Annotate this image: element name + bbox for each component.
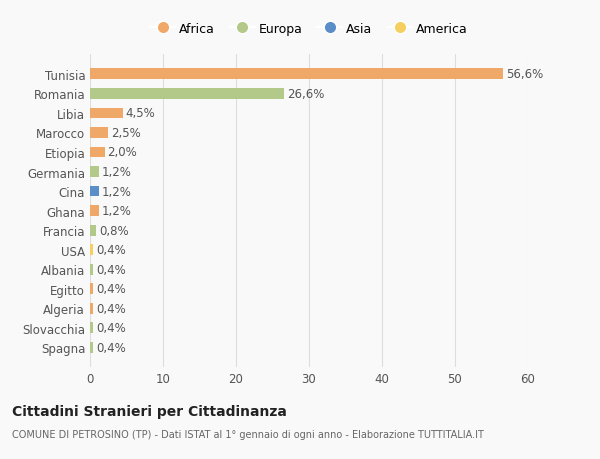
Text: 1,2%: 1,2% <box>101 205 131 218</box>
Text: 0,4%: 0,4% <box>96 263 125 276</box>
Bar <box>90 128 108 139</box>
Text: 0,4%: 0,4% <box>96 244 125 257</box>
Bar <box>90 186 99 197</box>
Text: 0,4%: 0,4% <box>96 322 125 335</box>
Bar <box>90 167 99 178</box>
Text: 1,2%: 1,2% <box>101 166 131 179</box>
Legend: Africa, Europa, Asia, America: Africa, Europa, Asia, America <box>145 17 473 40</box>
Bar <box>90 108 123 119</box>
Text: 2,5%: 2,5% <box>111 127 141 140</box>
Text: Cittadini Stranieri per Cittadinanza: Cittadini Stranieri per Cittadinanza <box>12 404 287 418</box>
Bar <box>90 147 104 158</box>
Text: 0,4%: 0,4% <box>96 302 125 315</box>
Text: 1,2%: 1,2% <box>101 185 131 198</box>
Text: 2,0%: 2,0% <box>107 146 137 159</box>
Bar <box>90 323 93 334</box>
Text: 4,5%: 4,5% <box>126 107 155 120</box>
Bar <box>90 225 96 236</box>
Bar <box>90 245 93 256</box>
Bar <box>90 69 503 80</box>
Text: 0,4%: 0,4% <box>96 283 125 296</box>
Text: 56,6%: 56,6% <box>506 68 544 81</box>
Text: 0,8%: 0,8% <box>99 224 128 237</box>
Bar <box>90 264 93 275</box>
Text: 26,6%: 26,6% <box>287 88 325 101</box>
Bar <box>90 303 93 314</box>
Bar <box>90 206 99 217</box>
Bar <box>90 342 93 353</box>
Text: 0,4%: 0,4% <box>96 341 125 354</box>
Bar <box>90 89 284 100</box>
Text: COMUNE DI PETROSINO (TP) - Dati ISTAT al 1° gennaio di ogni anno - Elaborazione : COMUNE DI PETROSINO (TP) - Dati ISTAT al… <box>12 429 484 439</box>
Bar <box>90 284 93 295</box>
